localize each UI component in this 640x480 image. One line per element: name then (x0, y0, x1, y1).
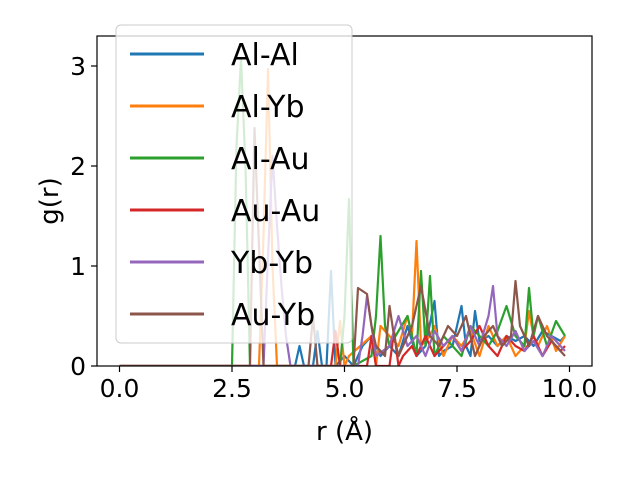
y-axis: 0 1 2 3 (70, 52, 97, 381)
legend-label: Au-Yb (231, 298, 315, 333)
y-tick-label: 2 (70, 152, 86, 181)
x-axis-label: r (Å) (316, 415, 373, 447)
legend-label: Al-Yb (231, 90, 305, 125)
y-axis-label: g(r) (35, 177, 65, 224)
legend-label: Al-Al (231, 38, 299, 73)
x-tick-label: 0.0 (100, 374, 140, 403)
y-tick-label: 1 (70, 252, 86, 281)
y-tick-label: 3 (70, 52, 86, 81)
legend-label: Au-Au (231, 194, 320, 229)
x-tick-label: 10.0 (542, 374, 598, 403)
legend-label: Yb-Yb (230, 246, 313, 281)
series-line-al-au (119, 57, 566, 366)
x-tick-label: 5.0 (325, 374, 365, 403)
legend-label: Al-Au (231, 142, 310, 177)
x-tick-label: 7.5 (437, 374, 477, 403)
x-axis: 0.0 2.5 5.0 7.5 10.0 (100, 366, 598, 403)
x-tick-label: 2.5 (212, 374, 252, 403)
y-tick-label: 0 (70, 352, 86, 381)
legend: Al-Al Al-Yb Al-Au Au-Au Yb-Yb Au-Yb (115, 24, 353, 344)
